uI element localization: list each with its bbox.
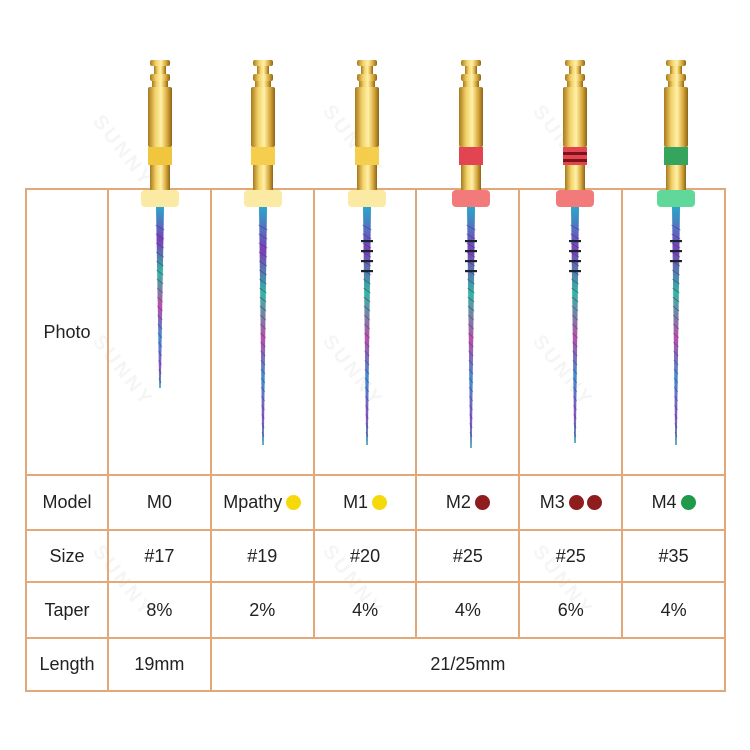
model-cell: M3 [518, 474, 624, 531]
model-cell: M1 [312, 474, 418, 531]
color-dot [372, 495, 388, 510]
model-cell: Mpathy [209, 474, 315, 531]
taper-value: 4% [621, 581, 726, 639]
row-label-taper: Taper [25, 581, 109, 639]
color-code-dots [678, 492, 696, 512]
taper-value: 4% [415, 581, 521, 639]
size-value: #20 [312, 529, 418, 583]
row-label-photo: Photo [25, 188, 109, 476]
watermark: SUNNY [88, 110, 158, 192]
size-value: #17 [107, 529, 212, 583]
taper-value: 8% [107, 581, 212, 639]
size-value: #25 [415, 529, 521, 583]
size-value: #19 [209, 529, 315, 583]
photo-cell-mpathy [209, 188, 315, 476]
specification-table: Photo Model M0 Mpathy M1 M2 M3 M4 Size #… [25, 188, 727, 692]
photo-cell-m2 [415, 188, 521, 476]
watermark: SUNNY [318, 100, 388, 182]
size-value: #35 [621, 529, 726, 583]
model-cell: M4 [621, 474, 726, 531]
color-code-dots [472, 492, 490, 512]
row-photo: Photo [25, 188, 726, 476]
row-label-length: Length [25, 637, 109, 692]
watermark: SUNNY [528, 100, 598, 182]
model-cell: M2 [415, 474, 521, 531]
color-dot [586, 495, 602, 510]
model-name: M4 [651, 492, 677, 512]
taper-value: 2% [209, 581, 315, 639]
taper-value: 6% [518, 581, 624, 639]
model-name: M3 [539, 492, 565, 512]
row-taper: Taper 8% 2% 4% 4% 6% 4% [25, 581, 726, 639]
taper-value: 4% [312, 581, 418, 639]
model-name: Mpathy [223, 492, 283, 512]
color-code-dots [283, 492, 302, 512]
row-label-model: Model [25, 474, 109, 531]
color-dot [474, 495, 490, 510]
color-dot [680, 495, 696, 510]
length-value-m0: 19mm [107, 637, 212, 692]
color-code-dots [369, 492, 388, 512]
model-name: M1 [343, 492, 369, 512]
row-size: Size #17 #19 #20 #25 #25 #35 [25, 529, 726, 583]
length-value-others: 21/25mm [209, 637, 727, 692]
row-model: Model M0 Mpathy M1 M2 M3 M4 [25, 474, 726, 531]
model-cell: M0 [107, 474, 212, 531]
size-value: #25 [518, 529, 624, 583]
photo-cell-m4 [621, 188, 726, 476]
color-dot [568, 495, 584, 510]
row-length: Length 19mm 21/25mm [25, 637, 727, 692]
row-label-size: Size [25, 529, 109, 583]
photo-cell-m1 [312, 188, 418, 476]
photo-cell-m0 [107, 188, 212, 476]
color-dot [286, 495, 302, 510]
model-name: M0 [146, 492, 172, 512]
photo-cell-m3 [518, 188, 624, 476]
color-code-dots [566, 492, 602, 512]
model-name: M2 [445, 492, 471, 512]
